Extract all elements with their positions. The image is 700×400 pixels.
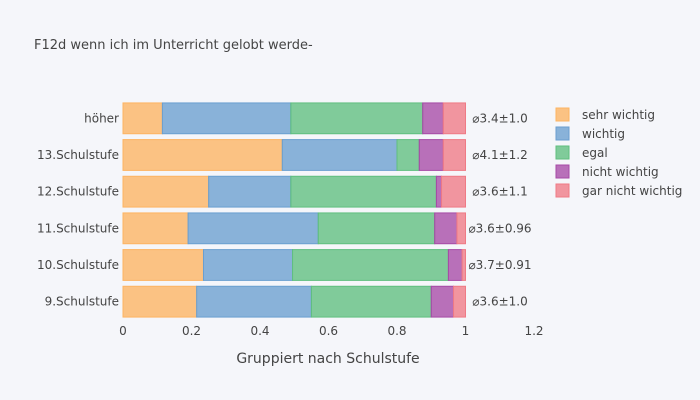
bar-2-row-5[interactable] (202, 249, 294, 281)
x-tick-label: 0.8 (387, 324, 406, 338)
x-tick-labels: 0 0.2 0.4 0.6 0.8 1 1.2 (119, 324, 543, 338)
bar-1-row-2[interactable] (122, 139, 283, 171)
legend-swatch[interactable] (555, 183, 570, 198)
bar-4-row-5[interactable] (447, 249, 463, 281)
bar-1-row-3[interactable] (122, 175, 210, 208)
bar-5-row-1[interactable] (442, 102, 466, 135)
bar-5-row-5[interactable] (461, 249, 467, 281)
x-tick-label: 0.4 (250, 324, 269, 338)
bar-5-row-4[interactable] (456, 212, 466, 245)
legend-item-label[interactable]: gar nicht wichtig (582, 184, 682, 198)
bar-4-row-4[interactable] (434, 212, 458, 245)
chart-title: F12d wenn ich im Unterricht gelobt werde… (34, 38, 313, 53)
legend-swatch[interactable] (555, 145, 570, 160)
legend-item-label[interactable]: sehr wichtig (582, 108, 655, 122)
y-tick-labels: höher 13.Schulstufe 12.Schulstufe 11.Schuls… (37, 111, 119, 308)
x-tick-label: 0 (119, 324, 127, 338)
bar-3-row-6[interactable] (310, 285, 432, 318)
bar-1-row-4[interactable] (122, 212, 189, 245)
bar-annotation: ⌀3.6±1.1 (472, 185, 527, 199)
bar-annotation: ⌀3.4±1.0 (472, 111, 527, 125)
bar-4-row-6[interactable] (430, 285, 455, 318)
y-tick-label: 13.Schulstufe (37, 148, 119, 162)
y-tick-label: 9.Schulstufe (45, 295, 119, 309)
legend-swatch[interactable] (555, 126, 570, 141)
bar-3-row-1[interactable] (290, 102, 424, 135)
bar-5-row-3[interactable] (441, 175, 466, 208)
bar-2-row-1[interactable] (161, 102, 292, 135)
x-tick-label: 1 (462, 324, 470, 338)
x-tick-label: 0.2 (182, 324, 201, 338)
legend[interactable]: sehr wichtig wichtig egal nicht wichtig gar … (555, 107, 682, 198)
annotations-layer: ⌀3.4±1.0 ⌀4.1±1.2 ⌀3.6±1.1 ⌀3.6±0.96 ⌀3.7±0.… (468, 111, 531, 308)
bars-layer (122, 102, 467, 318)
y-tick-label: 10.Schulstufe (37, 258, 119, 272)
legend-item-label[interactable]: wichtig (582, 127, 625, 141)
bar-4-row-1[interactable] (422, 102, 444, 135)
bar-2-row-3[interactable] (208, 175, 292, 208)
bar-3-row-5[interactable] (292, 249, 449, 281)
bar-4-row-2[interactable] (418, 139, 444, 171)
bar-annotation: ⌀3.7±0.91 (468, 258, 531, 272)
bar-4-row-3[interactable] (435, 175, 443, 208)
legend-item-label[interactable]: egal (582, 146, 608, 160)
bar-1-row-5[interactable] (122, 249, 204, 281)
y-tick-label: 11.Schulstufe (37, 221, 119, 235)
bar-3-row-3[interactable] (290, 175, 437, 208)
bar-2-row-4[interactable] (187, 212, 319, 245)
bar-1-row-1[interactable] (122, 102, 163, 135)
legend-item-label[interactable]: nicht wichtig (582, 165, 659, 179)
bar-3-row-2[interactable] (396, 139, 420, 171)
bar-2-row-2[interactable] (281, 139, 398, 171)
bar-annotation: ⌀4.1±1.2 (472, 148, 527, 162)
bar-5-row-2[interactable] (442, 139, 466, 171)
x-tick-label: 0.6 (319, 324, 338, 338)
bar-3-row-4[interactable] (317, 212, 436, 245)
y-tick-label: höher (84, 111, 119, 125)
bar-1-row-6[interactable] (122, 285, 198, 318)
bar-2-row-6[interactable] (196, 285, 312, 318)
legend-swatch[interactable] (555, 107, 570, 122)
x-tick-label: 1.2 (524, 324, 543, 338)
legend-swatch[interactable] (555, 164, 570, 179)
bar-5-row-6[interactable] (453, 285, 467, 318)
bar-annotation: ⌀3.6±1.0 (472, 295, 527, 309)
x-axis-title: Gruppiert nach Schulstufe (236, 351, 419, 367)
bar-annotation: ⌀3.6±0.96 (468, 221, 531, 235)
y-tick-label: 12.Schulstufe (37, 185, 119, 199)
